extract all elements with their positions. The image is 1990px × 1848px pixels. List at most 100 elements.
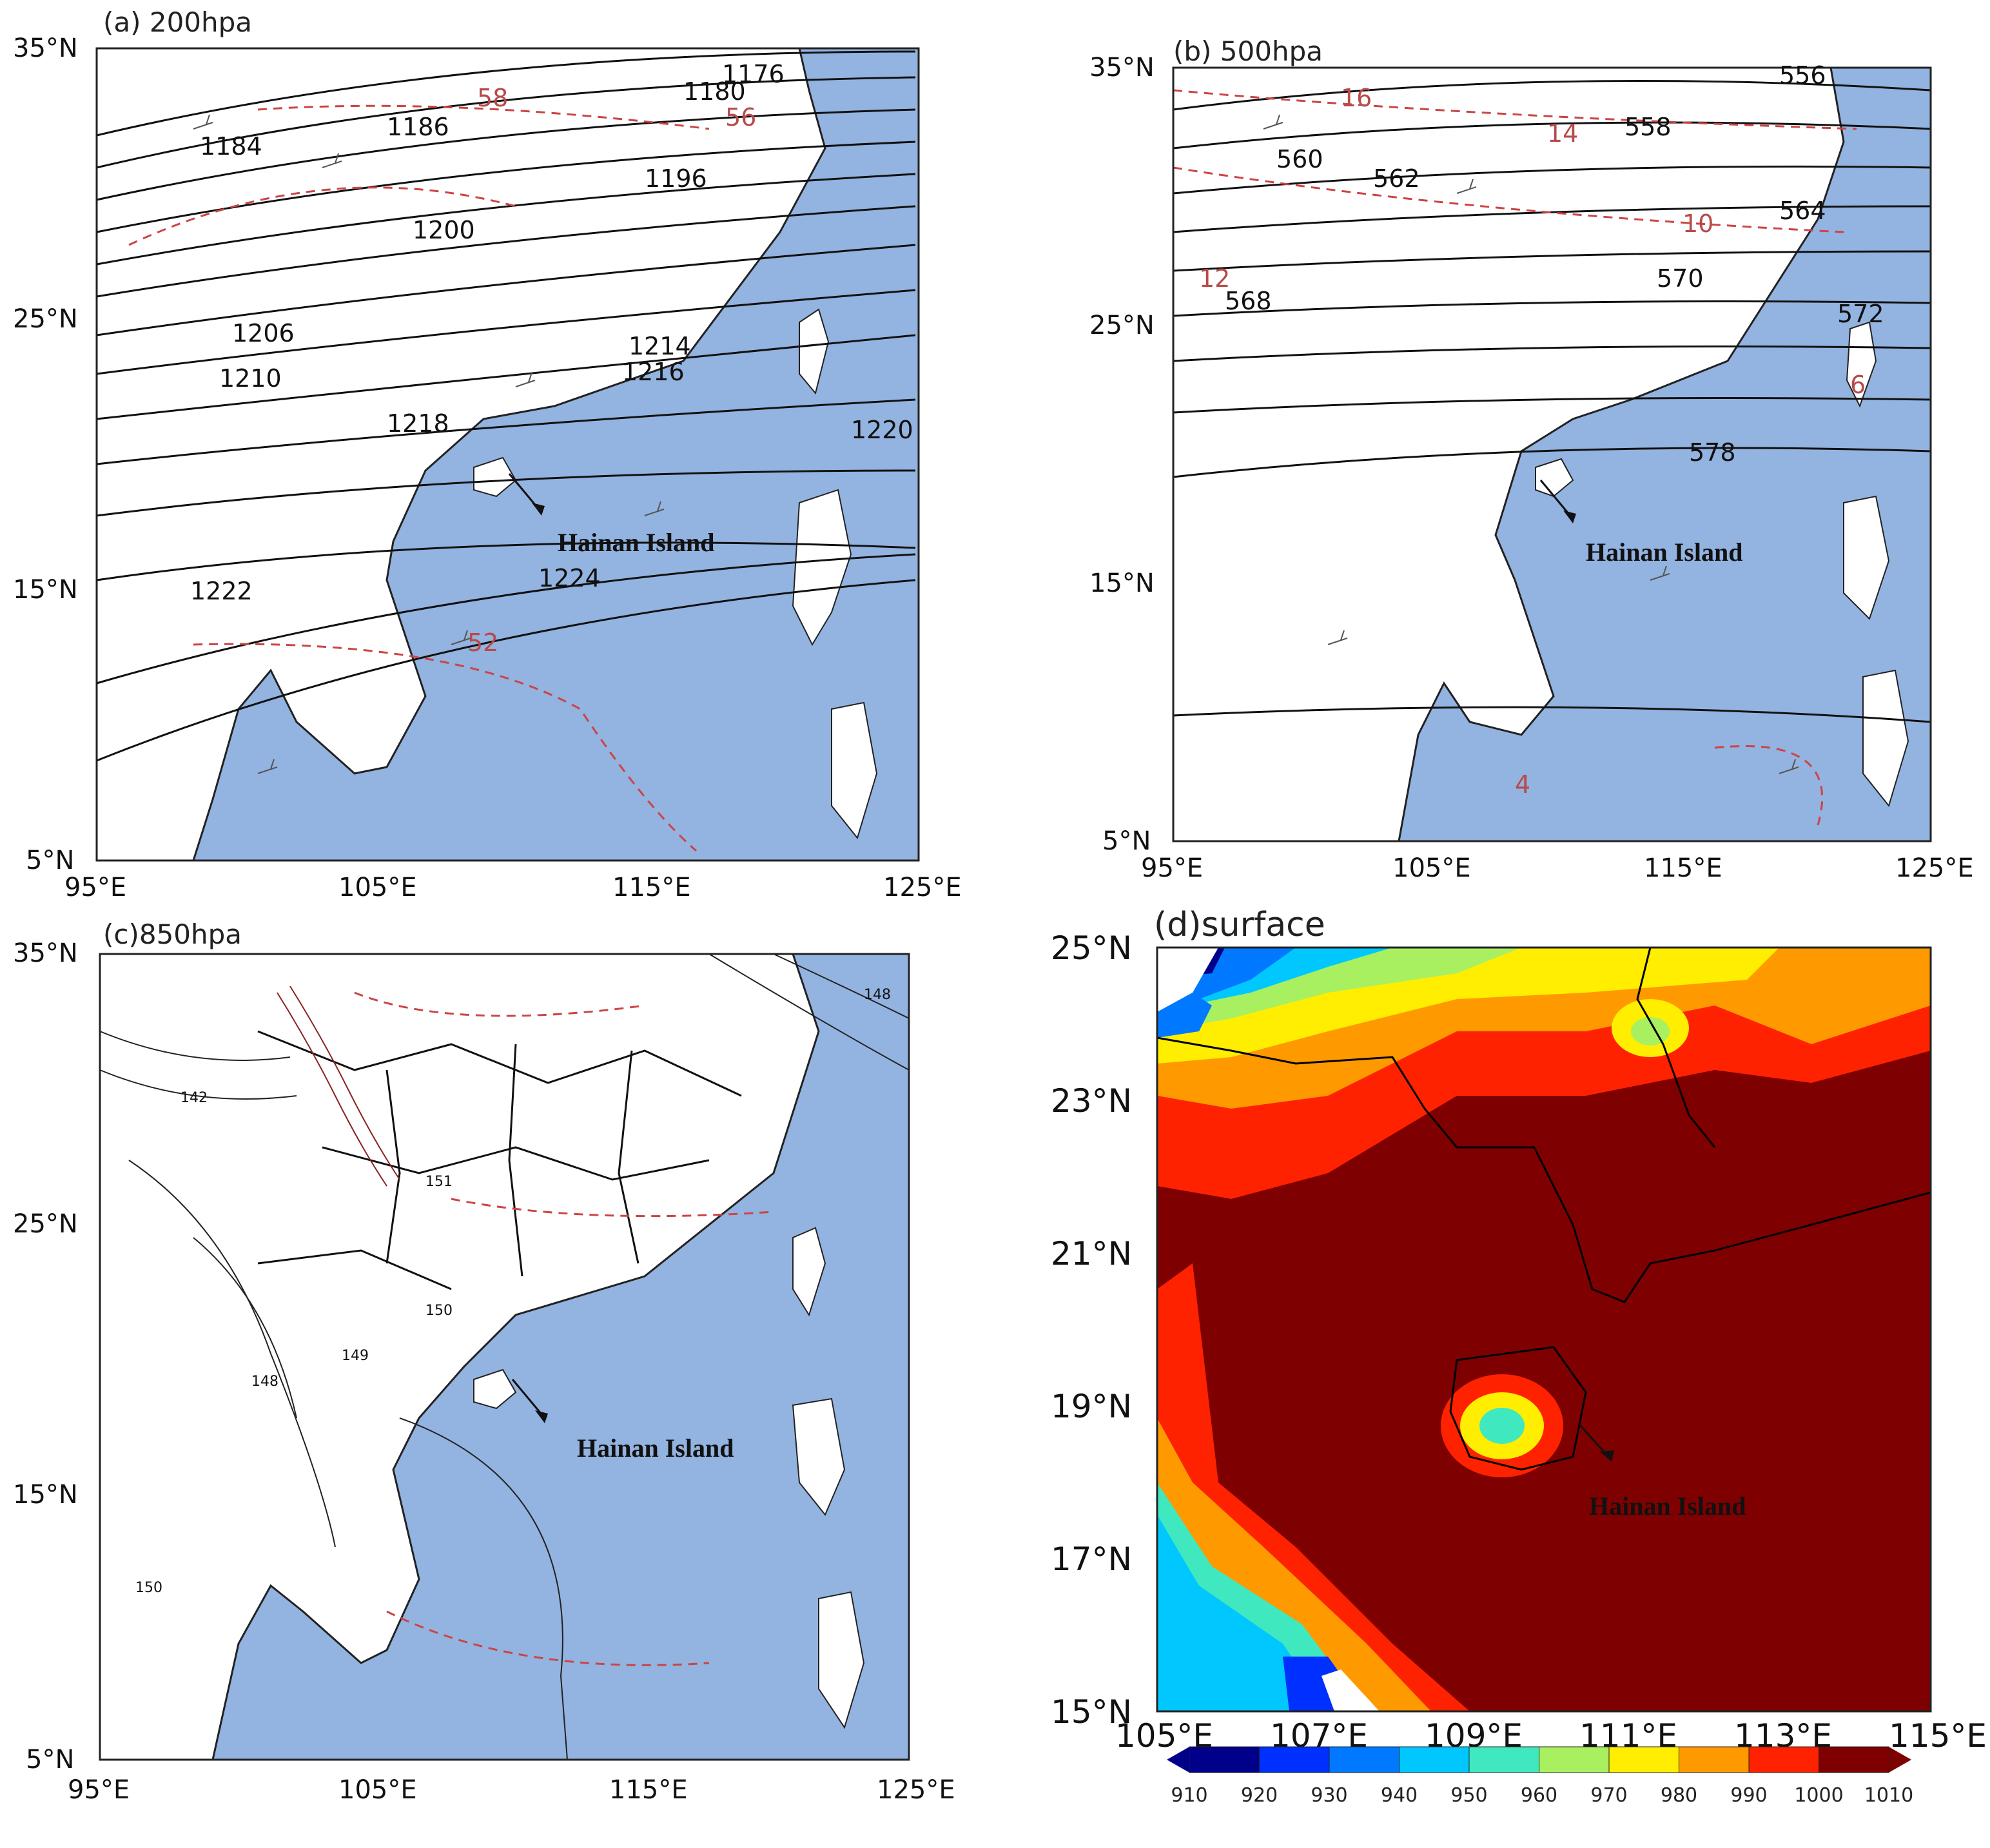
contour-label: 1220 (851, 416, 913, 444)
colorbar-swatch (1748, 1746, 1819, 1773)
land-philippines (792, 1397, 865, 1729)
arrow-head-icon (532, 503, 545, 516)
lat-tick: 15°N (1051, 1693, 1132, 1731)
lon-tick: 105°E (1392, 853, 1471, 883)
contour-label: 568 (1225, 287, 1272, 315)
lon-tick: 105°E (338, 1775, 417, 1805)
colorbar-tick-label: 970 (1590, 1784, 1627, 1807)
panel-d: (d)surface (1006, 902, 1990, 1848)
hainan-label: Hainan Island (558, 528, 714, 557)
lon-tick: 115°E (609, 1775, 688, 1805)
colorbar-tick-label: 910 (1171, 1784, 1207, 1807)
contour-label: 1184 (200, 132, 262, 160)
lon-tick: 95°E (68, 1775, 130, 1805)
terrain-contours (277, 986, 400, 1187)
lon-tick: 125°E (877, 1775, 955, 1805)
contour-label: 142 (180, 1090, 208, 1106)
land-mainland (95, 47, 826, 862)
isotach-label: 14 (1547, 119, 1578, 148)
panel-d-map: Hainan Island 25°N 23°N 21°N 19°N 17°N 1… (1051, 929, 1987, 1807)
isotach-contours (1173, 89, 1857, 826)
lat-tick: 15°N (13, 1480, 78, 1510)
colorbar-swatch (1399, 1746, 1470, 1773)
colorbar-swatch (1189, 1746, 1260, 1773)
height-contours (99, 953, 910, 1760)
contour-label: 570 (1657, 264, 1704, 293)
panel-c-title: (c)850hpa (103, 919, 242, 950)
lat-tick: 35°N (13, 34, 78, 63)
colorbar-tick-label: 1010 (1864, 1784, 1913, 1807)
coastlines (1156, 947, 1931, 1471)
colorbar-tick-label: 920 (1241, 1784, 1278, 1807)
lon-tick: 115°E (612, 873, 691, 902)
panel-c-map: 148 142 151 148 149 150 150 Hainan Islan… (13, 939, 955, 1805)
lat-tick: 35°N (1089, 53, 1155, 83)
colorbar-tick-label: 930 (1311, 1784, 1347, 1807)
contour-label: 556 (1779, 61, 1826, 90)
isotach-label: 4 (1515, 770, 1530, 799)
colorbar-swatch (1608, 1746, 1679, 1773)
panel-a-map: 1176 1180 1184 1186 1196 1200 1206 1210 … (13, 34, 962, 902)
land-taiwan (792, 1227, 826, 1317)
isotach-contours (128, 104, 710, 852)
wind-barbs (193, 114, 665, 774)
height-contours (1173, 79, 1931, 723)
lat-tick: 17°N (1051, 1541, 1132, 1578)
land-taiwan (1846, 321, 1877, 408)
province-borders (257, 1030, 742, 1290)
colorbar-tick-label: 960 (1521, 1784, 1557, 1807)
lat-tick: 25°N (1089, 311, 1155, 340)
land-hainan (1535, 458, 1574, 498)
contour-label: 1186 (387, 113, 449, 141)
lat-tick: 25°N (13, 304, 78, 334)
lat-tick: 5°N (1102, 826, 1151, 856)
isotach-label: 16 (1341, 84, 1372, 112)
contour-label: 148 (251, 1374, 278, 1390)
colorbar-swatch (1539, 1746, 1610, 1773)
colorbar-tick-label: 990 (1730, 1784, 1767, 1807)
wind-barbs (1263, 114, 1799, 774)
contour-label: 1224 (538, 564, 601, 592)
colorbar-tick-label: 980 (1661, 1784, 1697, 1807)
contour-label: 150 (135, 1580, 162, 1596)
colorbar: 910 920 930 940 950 960 970 980 990 1000 1010 (1167, 1746, 1913, 1807)
contour-label: 150 (425, 1303, 453, 1319)
panel-a-title: (a) 200hpa (103, 6, 253, 38)
contour-label: 1216 (622, 358, 685, 386)
lon-tick: 125°E (883, 873, 962, 902)
contour-label: 1206 (232, 319, 295, 347)
panel-d-title: (d)surface (1154, 906, 1325, 944)
lat-tick: 19°N (1051, 1388, 1132, 1425)
colorbar-tick-label: 1000 (1794, 1784, 1843, 1807)
contour-label: 1196 (645, 164, 707, 193)
panel-b-map: 556 558 560 562 564 568 570 572 578 16 1… (1089, 53, 1974, 883)
contour-label: 151 (425, 1174, 453, 1190)
lon-tick: 95°E (1141, 853, 1203, 883)
colorbar-swatch (1329, 1746, 1400, 1773)
contour-label: 562 (1373, 164, 1420, 193)
colorbar-min-arrow-icon (1167, 1747, 1189, 1773)
contour-label: 572 (1837, 300, 1884, 328)
isotach-label: 6 (1850, 371, 1866, 399)
contour-label: 148 (864, 987, 891, 1003)
isotach-label: 52 (467, 628, 498, 657)
map-frame (1156, 946, 1932, 1713)
colorbar-swatch (1468, 1746, 1539, 1773)
lat-tick: 15°N (13, 575, 78, 605)
contour-label: 1218 (387, 409, 449, 438)
contour-label: 560 (1276, 145, 1323, 173)
arrow-head-icon (1600, 1450, 1614, 1462)
lon-tick: 125°E (1895, 853, 1974, 883)
panel-b-title: (b) 500hpa (1173, 35, 1323, 67)
contour-label: 1180 (683, 77, 746, 106)
isotach-label: 12 (1199, 264, 1230, 293)
hainan-label: Hainan Island (577, 1434, 734, 1463)
contour-label: 1176 (722, 60, 785, 88)
land-philippines (1843, 495, 1909, 808)
contour-label: 149 (342, 1348, 369, 1364)
isotach-contours (354, 991, 774, 1666)
panel-b: (b) 500hpa 556 558 5 (1006, 0, 1990, 902)
contour-label: 1214 (629, 332, 691, 360)
colorbar-tick-label: 950 (1450, 1784, 1487, 1807)
contour-label: 1222 (190, 577, 253, 605)
